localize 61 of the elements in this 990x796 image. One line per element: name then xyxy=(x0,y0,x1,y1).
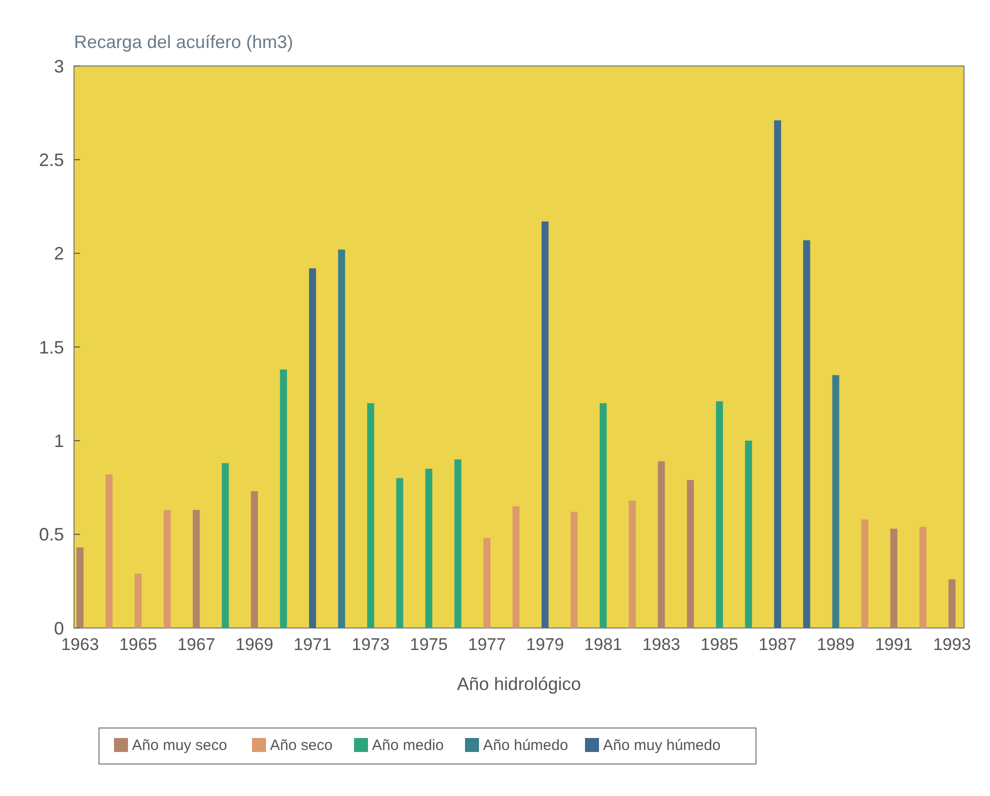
x-tick-label: 1993 xyxy=(933,635,971,654)
bar xyxy=(774,120,782,628)
bar xyxy=(134,574,142,628)
y-tick-label: 2.5 xyxy=(38,150,64,170)
legend-label: Año seco xyxy=(270,737,333,754)
legend-label: Año medio xyxy=(372,737,444,754)
bar xyxy=(250,491,258,628)
y-tick-label: 1 xyxy=(54,430,64,451)
bar xyxy=(309,268,316,628)
x-tick-label: 1989 xyxy=(816,635,855,654)
bar xyxy=(948,579,956,628)
bar xyxy=(106,474,113,628)
legend-label: Año muy seco xyxy=(132,737,228,754)
bar xyxy=(483,538,490,628)
y-tick-label: 0 xyxy=(54,618,64,638)
x-tick-label: 1963 xyxy=(61,635,99,654)
legend-label: Año húmedo xyxy=(483,737,568,754)
x-tick-label: 1985 xyxy=(700,635,738,654)
x-tick-label: 1965 xyxy=(119,635,158,654)
bar xyxy=(832,375,840,628)
x-tick-label: 1973 xyxy=(352,635,390,654)
x-tick-label: 1991 xyxy=(874,635,913,654)
bar xyxy=(658,461,665,628)
x-tick-label: 1983 xyxy=(642,635,680,654)
bar xyxy=(628,500,636,628)
bar xyxy=(745,440,752,628)
y-tick-label: 3 xyxy=(54,56,64,76)
bar xyxy=(425,468,432,628)
x-tick-label: 1979 xyxy=(526,635,564,654)
x-tick-label: 1969 xyxy=(235,635,274,654)
bar xyxy=(192,510,200,628)
bar xyxy=(280,369,287,628)
bar xyxy=(686,480,694,628)
x-tick-label: 1971 xyxy=(294,635,332,654)
bar xyxy=(222,463,229,628)
x-tick-label: 1975 xyxy=(410,635,448,654)
bar xyxy=(570,512,578,628)
x-tick-label: 1977 xyxy=(468,635,506,654)
bar xyxy=(542,221,549,628)
x-tick-label: 1981 xyxy=(584,635,622,654)
x-tick-label: 1967 xyxy=(177,635,216,654)
bar xyxy=(919,526,926,628)
legend-label: Año muy húmedo xyxy=(603,737,721,754)
bar xyxy=(76,547,84,628)
bar xyxy=(396,478,404,628)
chart-title: Recarga del acuífero (hm3) xyxy=(74,32,294,52)
bar xyxy=(803,240,810,628)
y-tick-label: 1.5 xyxy=(38,337,64,358)
bar xyxy=(600,403,607,628)
bar xyxy=(367,403,374,628)
x-axis-title: Año hidrológico xyxy=(456,674,582,694)
bar xyxy=(164,510,171,628)
bar xyxy=(338,250,346,628)
x-tick-label: 1987 xyxy=(758,635,797,654)
bar xyxy=(454,459,462,628)
bar xyxy=(861,519,868,628)
bar xyxy=(890,528,898,628)
bar xyxy=(512,506,520,628)
y-tick-label: 2 xyxy=(54,244,64,264)
bar xyxy=(716,401,723,628)
y-tick-label: 0.5 xyxy=(38,524,64,545)
